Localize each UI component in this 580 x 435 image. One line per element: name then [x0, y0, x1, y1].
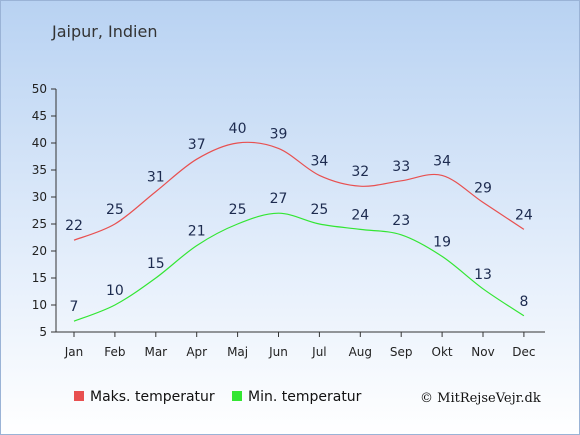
y-tick-label: 15 — [32, 271, 47, 285]
max-temp-data-label: 34 — [433, 153, 451, 169]
min-temp-data-label: 27 — [270, 191, 288, 207]
max-temp-data-label: 31 — [147, 170, 165, 186]
x-tick-label: Jun — [268, 345, 288, 359]
min-temp-data-label: 25 — [310, 202, 328, 218]
min-temp-data-label: 10 — [106, 283, 124, 299]
max-temp-data-label: 22 — [65, 218, 83, 234]
y-tick-label: 10 — [32, 298, 47, 312]
max-temp-data-label: 29 — [474, 180, 492, 196]
x-tick-label: Aug — [349, 345, 372, 359]
max-temp-data-label: 24 — [515, 207, 533, 223]
min-temp-data-label: 13 — [474, 267, 492, 283]
y-tick-label: 45 — [32, 109, 47, 123]
legend-swatch-min — [232, 391, 242, 401]
min-temp-data-label: 19 — [433, 234, 451, 250]
min-temp-data-label: 15 — [147, 256, 165, 272]
max-temp-data-label: 32 — [351, 164, 369, 180]
y-tick-label: 40 — [32, 136, 47, 150]
x-tick-label: Okt — [432, 345, 453, 359]
min-temp-data-label: 7 — [70, 299, 79, 315]
min-temperature-line — [73, 212, 525, 322]
max-temp-data-label: 25 — [106, 202, 124, 218]
x-tick-label: Jan — [64, 345, 84, 359]
min-temp-data-label: 21 — [188, 224, 206, 240]
y-tick-label: 25 — [32, 217, 47, 231]
x-tick-label: Sep — [390, 345, 413, 359]
max-temp-data-label: 33 — [392, 159, 410, 175]
max-temp-data-label: 37 — [188, 137, 206, 153]
y-tick-label: 5 — [39, 325, 47, 339]
chart-title: Jaipur, Indien — [51, 22, 157, 41]
x-tick-label: Feb — [104, 345, 125, 359]
x-tick-label: Jul — [311, 345, 326, 359]
min-temp-data-label: 24 — [351, 207, 369, 223]
max-temp-data-label: 39 — [270, 126, 288, 142]
x-tick-label: Apr — [186, 345, 207, 359]
min-temp-data-label: 23 — [392, 213, 410, 229]
legend-label-max: Maks. temperatur — [90, 389, 215, 405]
x-tick-label: Mar — [144, 345, 167, 359]
max-temp-data-label: 34 — [310, 153, 328, 169]
x-tick-label: Maj — [227, 345, 248, 359]
y-tick-label: 35 — [32, 163, 47, 177]
max-temp-data-label: 40 — [229, 121, 247, 137]
legend-swatch-max — [74, 391, 84, 401]
y-tick-label: 50 — [32, 82, 47, 96]
x-tick-label: Dec — [512, 345, 535, 359]
min-temp-data-label: 25 — [229, 202, 247, 218]
min-temp-data-label: 8 — [519, 294, 528, 310]
max-temperature-line — [73, 141, 525, 241]
legend-label-min: Min. temperatur — [248, 389, 362, 405]
y-tick-label: 20 — [32, 244, 47, 258]
x-tick-label: Nov — [471, 345, 494, 359]
credit-text: © MitRejseVejr.dk — [420, 391, 541, 406]
y-tick-label: 30 — [32, 190, 47, 204]
